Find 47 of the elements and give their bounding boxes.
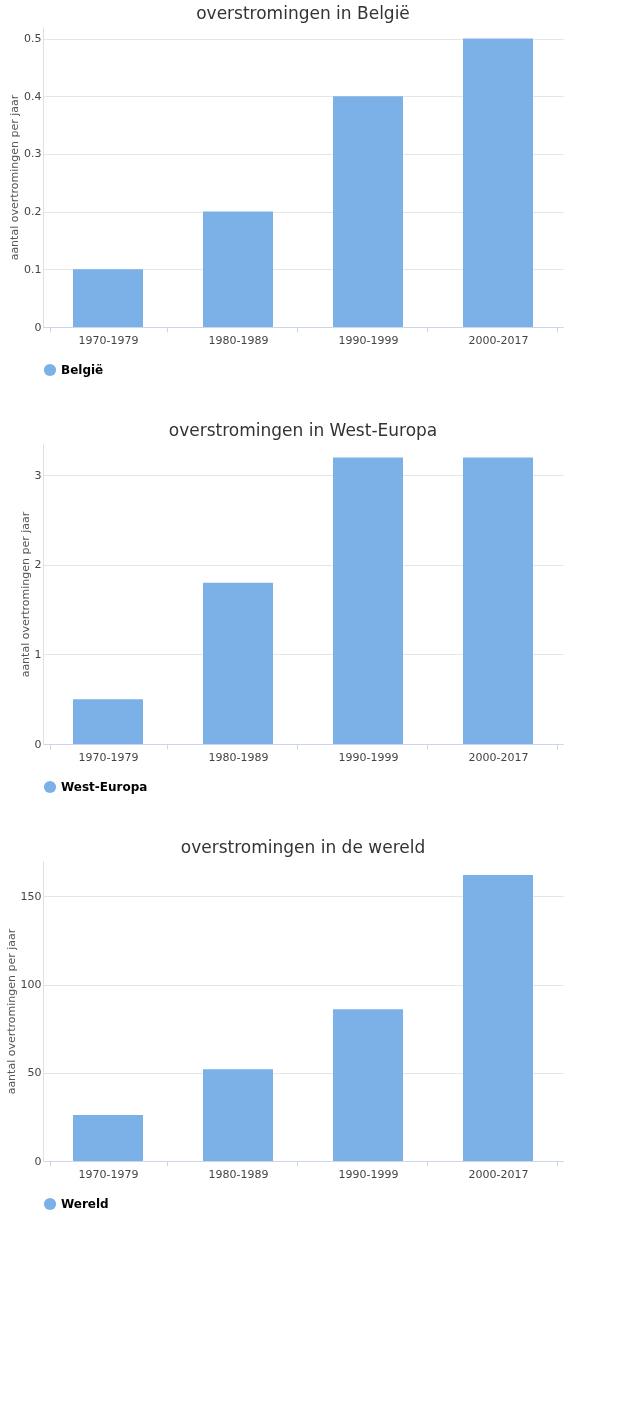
y-axis-title: aantal overtromingen per jaar (4, 928, 18, 1095)
y-tick-label: 1 (34, 647, 42, 661)
y-tick-label: 150 (20, 889, 42, 903)
chart-title: overstromingen in de wereld (180, 837, 426, 857)
bar (463, 875, 533, 1161)
chart-title: overstromingen in West-Europa (168, 420, 438, 440)
y-tick-label: 0.5 (24, 32, 42, 46)
y-tick-label: 100 (20, 978, 42, 992)
x-tick-label: 1970-1979 (78, 750, 139, 764)
legend-label: België (61, 363, 104, 377)
y-tick-label: 2 (34, 558, 42, 572)
y-tick-label: 0.1 (24, 262, 42, 276)
bar (333, 1009, 403, 1161)
bar (463, 457, 533, 744)
y-tick-label: 0.3 (24, 147, 42, 161)
x-tick-label: 2000-2017 (468, 1167, 529, 1181)
x-tick-label: 1970-1979 (78, 1167, 139, 1181)
y-tick-label: 3 (34, 468, 42, 482)
x-tick-label: 1990-1999 (338, 333, 399, 347)
y-tick-label: 50 (27, 1066, 42, 1080)
legend-label: Wereld (61, 1197, 109, 1211)
y-tick-label: 0 (34, 320, 42, 334)
y-axis-title: aantal overtromingen per jaar (8, 94, 22, 261)
x-tick-label: 1980-1989 (208, 1167, 269, 1181)
x-tick-label: 1990-1999 (338, 1167, 399, 1181)
y-tick-label: 0.2 (24, 205, 42, 219)
bar (73, 1115, 143, 1161)
bar (463, 38, 533, 327)
x-tick-label: 1990-1999 (338, 750, 399, 764)
bar (203, 582, 273, 744)
y-tick-label: 0 (34, 1154, 42, 1168)
y-tick-label: 0 (34, 737, 42, 751)
x-tick-label: 2000-2017 (468, 333, 529, 347)
x-tick-label: 1970-1979 (78, 333, 139, 347)
bar (73, 699, 143, 744)
bar (73, 269, 143, 327)
y-tick-label: 0.4 (24, 89, 42, 103)
legend-label: West-Europa (61, 780, 148, 794)
x-tick-label: 2000-2017 (468, 750, 529, 764)
bar (203, 1069, 273, 1161)
chart-title: overstromingen in België (196, 3, 410, 23)
bar (333, 96, 403, 327)
x-tick-label: 1980-1989 (208, 333, 269, 347)
y-axis-title: aantal overtromingen per jaar (18, 511, 32, 678)
x-tick-label: 1980-1989 (208, 750, 269, 764)
bar (333, 457, 403, 744)
bar (203, 211, 273, 327)
